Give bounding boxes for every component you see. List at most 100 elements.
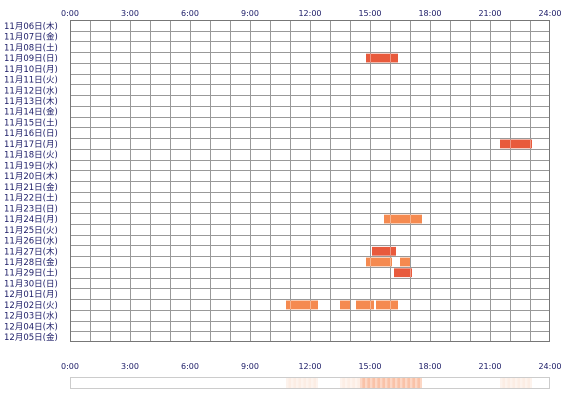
activity-bar xyxy=(356,300,374,310)
plot-frame xyxy=(70,20,550,342)
activity-bar xyxy=(286,300,318,310)
summary-stripe xyxy=(380,378,383,388)
row-label: 11月15日(土) xyxy=(4,117,58,128)
x-tick-label: 24:00 xyxy=(538,362,561,371)
summary-stripe xyxy=(365,378,368,388)
x-tick-label: 12:00 xyxy=(298,9,321,18)
summary-stripe xyxy=(390,378,393,388)
row-label: 12月04日(木) xyxy=(4,321,58,332)
summary-segment xyxy=(360,378,422,388)
summary-stripe xyxy=(370,378,373,388)
x-tick-label: 18:00 xyxy=(418,362,441,371)
summary-stripe xyxy=(350,378,353,388)
row-label: 11月08日(土) xyxy=(4,42,58,53)
row-label: 11月18日(火) xyxy=(4,151,58,161)
activity-bar xyxy=(366,53,398,63)
x-tick-label: 21:00 xyxy=(478,362,501,371)
summary-stripe xyxy=(306,378,309,388)
x-tick-label: 3:00 xyxy=(121,9,139,18)
x-tick-label: 6:00 xyxy=(181,362,199,371)
x-tick-label: 9:00 xyxy=(241,9,259,18)
activity-bar xyxy=(400,257,410,267)
x-tick-label: 0:00 xyxy=(61,362,79,371)
summary-stripe xyxy=(520,378,523,388)
x-tick-label: 18:00 xyxy=(418,9,441,18)
x-tick-label: 15:00 xyxy=(358,362,381,371)
x-tick-label: 6:00 xyxy=(181,9,199,18)
summary-stripe xyxy=(296,378,299,388)
activity-bar xyxy=(340,300,350,310)
summary-stripe xyxy=(530,378,533,388)
x-axis-bottom: 0:00 3:00 6:00 9:00 12:00 15:00 18:00 21:00 24:0… xyxy=(61,362,562,371)
row-label: 12月03日(水) xyxy=(4,311,58,322)
row-label: 11月09日(日) xyxy=(4,54,58,64)
activity-bar xyxy=(376,300,398,310)
row-label: 11月11日(火) xyxy=(4,76,58,86)
summary-stripe xyxy=(385,378,388,388)
row-label: 11月16日(日) xyxy=(4,129,58,139)
row-label: 12月05日(金) xyxy=(4,332,58,343)
summary-stripe xyxy=(505,378,508,388)
row-label: 11月19日(水) xyxy=(4,160,58,171)
row-label: 11月22日(土) xyxy=(4,193,58,204)
summary-stripe xyxy=(500,378,503,388)
summary-stripe xyxy=(415,378,418,388)
summary-stripe xyxy=(375,378,378,388)
activity-bar xyxy=(500,139,532,149)
row-label: 11月28日(金) xyxy=(4,257,58,268)
summary-stripe xyxy=(286,378,289,388)
row-label: 11月25日(火) xyxy=(4,226,58,236)
summary-stripe xyxy=(345,378,348,388)
summary-stripe xyxy=(395,378,398,388)
row-label: 12月02日(火) xyxy=(4,301,58,311)
summary-strip xyxy=(70,377,550,389)
row-label: 11月27日(木) xyxy=(4,246,58,257)
activity-bar xyxy=(372,246,396,256)
row-labels: 11月06日(木)11月07日(金)11月08日(土)11月09日(日)11月1… xyxy=(4,21,58,343)
x-tick-label: 24:00 xyxy=(538,9,561,18)
row-label: 11月23日(日) xyxy=(4,204,58,214)
row-label: 11月13日(木) xyxy=(4,96,58,107)
grid xyxy=(70,20,550,342)
activity-bars xyxy=(286,53,532,310)
summary-segment xyxy=(286,378,318,388)
row-label: 11月21日(金) xyxy=(4,182,58,193)
activity-bar xyxy=(384,214,422,224)
plot-border xyxy=(70,20,550,342)
x-axis-top: 0:00 3:00 6:00 9:00 12:00 15:00 18:00 21:00 24:0… xyxy=(61,9,562,18)
summary-stripe xyxy=(360,378,363,388)
row-label: 11月07日(金) xyxy=(4,32,58,43)
row-label: 11月12日(水) xyxy=(4,85,58,96)
summary-stripe xyxy=(410,378,413,388)
activity-bar xyxy=(394,268,412,278)
row-label: 11月24日(月) xyxy=(4,215,58,225)
summary-stripe xyxy=(510,378,513,388)
summary-stripe xyxy=(291,378,294,388)
row-label: 11月30日(日) xyxy=(4,279,58,289)
x-tick-label: 3:00 xyxy=(121,362,139,371)
summary-stripe xyxy=(515,378,518,388)
row-label: 12月01日(月) xyxy=(4,290,58,300)
summary-stripe xyxy=(405,378,408,388)
summary-stripe xyxy=(355,378,358,388)
x-tick-label: 12:00 xyxy=(298,362,321,371)
summary-segment xyxy=(340,378,360,388)
row-label: 11月17日(月) xyxy=(4,140,58,150)
summary-stripe xyxy=(301,378,304,388)
summary-stripe xyxy=(316,378,319,388)
x-tick-label: 0:00 xyxy=(61,9,79,18)
row-label: 11月14日(金) xyxy=(4,107,58,118)
summary-stripe xyxy=(420,378,423,388)
row-label: 11月10日(月) xyxy=(4,65,58,75)
summary-stripe xyxy=(400,378,403,388)
activity-bar xyxy=(366,257,392,267)
summary-stripe xyxy=(340,378,343,388)
summary-segment xyxy=(500,378,532,388)
x-tick-label: 15:00 xyxy=(358,9,381,18)
x-tick-label: 21:00 xyxy=(478,9,501,18)
summary-stripe xyxy=(525,378,528,388)
row-label: 11月29日(土) xyxy=(4,268,58,279)
row-label: 11月06日(木) xyxy=(4,21,58,32)
x-tick-label: 9:00 xyxy=(241,362,259,371)
